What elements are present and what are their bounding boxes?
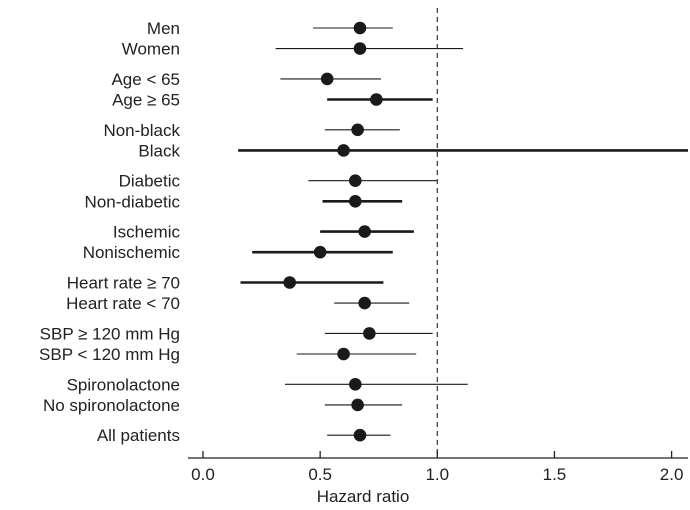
hr-point — [337, 144, 350, 157]
hr-point — [358, 225, 371, 238]
hr-point — [358, 296, 371, 310]
hr-point — [348, 174, 362, 187]
x-axis: 0.0 0.5 1.0 1.5 2.0 — [188, 451, 688, 484]
hr-point — [351, 398, 364, 412]
row-label: Spironolactone — [67, 375, 180, 394]
x-tick-label: 0.5 — [308, 465, 332, 484]
x-tick-label: 0.0 — [191, 465, 215, 484]
row-label: Heart rate < 70 — [66, 294, 180, 313]
hr-point — [348, 195, 362, 208]
row-label: Age < 65 — [111, 70, 180, 89]
row-label: Non-black — [103, 121, 180, 140]
point-estimates — [283, 21, 383, 442]
row-label: SBP < 120 mm Hg — [39, 345, 180, 364]
row-label: Nonischemic — [83, 243, 181, 262]
hr-point — [353, 428, 367, 442]
row-label: No spironolactone — [43, 396, 180, 415]
hr-point — [313, 245, 327, 259]
row-label: Heart rate ≥ 70 — [67, 274, 180, 293]
hr-point — [348, 378, 362, 391]
hr-point — [337, 347, 350, 361]
row-label: Non-diabetic — [85, 192, 181, 211]
hr-point — [353, 21, 367, 35]
row-label: SBP ≥ 120 mm Hg — [40, 324, 180, 343]
row-label: Men — [147, 19, 180, 38]
row-label: Diabetic — [119, 172, 181, 191]
x-tick-label: 2.0 — [660, 465, 684, 484]
hr-point — [370, 93, 383, 106]
hr-point — [320, 72, 334, 86]
row-label: Women — [122, 40, 180, 59]
row-label: Black — [138, 141, 180, 160]
row-label: Ischemic — [113, 223, 181, 242]
confidence-intervals — [238, 27, 688, 436]
x-axis-title: Hazard ratio — [317, 487, 410, 506]
x-tick-label: 1.0 — [425, 465, 449, 484]
x-tick-label: 1.5 — [543, 465, 567, 484]
hr-point — [351, 123, 364, 137]
hr-point — [363, 327, 376, 340]
row-label: All patients — [97, 426, 180, 445]
hr-point — [353, 42, 367, 55]
row-label: Age ≥ 65 — [112, 91, 180, 110]
hr-point — [283, 276, 296, 289]
